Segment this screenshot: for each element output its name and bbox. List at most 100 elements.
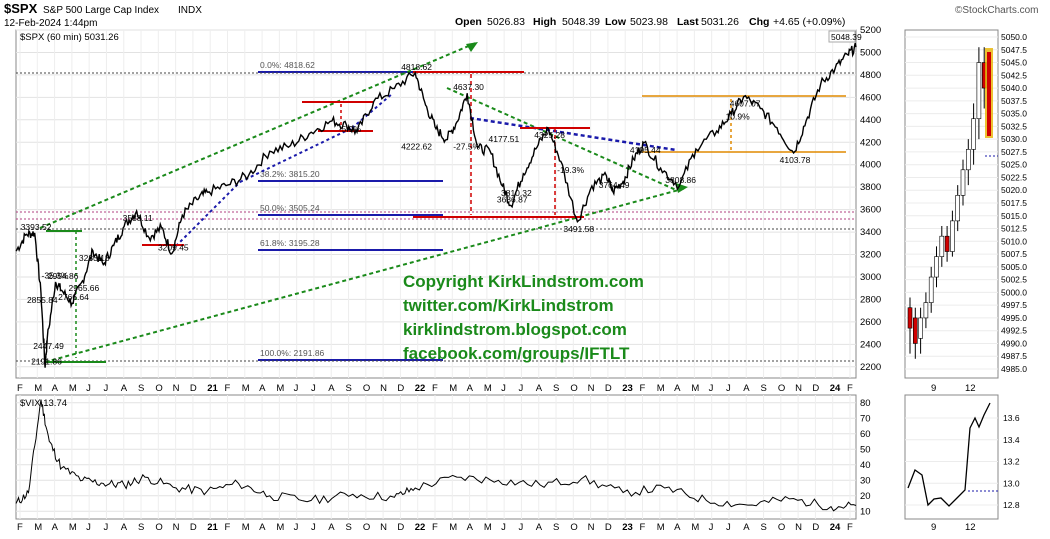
price-annotation: 4818.62 — [401, 62, 432, 72]
vix-y-tick-label: 10 — [860, 506, 871, 517]
vix-x-tick-label: O — [778, 522, 785, 533]
open-value: 5026.83 — [487, 16, 525, 28]
price-annotation: 3233.13 — [79, 253, 110, 263]
vix-x-tick-label: F — [847, 522, 853, 533]
side-y-tick-label: 5010.0 — [1001, 236, 1027, 246]
last-value: 5031.26 — [701, 16, 739, 28]
main-y-tick-label: 3000 — [860, 272, 881, 283]
vix-x-tick-label: S — [553, 522, 559, 533]
side-y-tick-label: 5020.0 — [1001, 185, 1027, 195]
side-candle-body — [918, 317, 923, 339]
side-vix-x-tick-label: 9 — [931, 522, 936, 533]
side-y-tick-label: 5007.5 — [1001, 249, 1027, 259]
side-candle-body — [944, 235, 950, 252]
vix-x-tick-label: M — [276, 522, 284, 533]
vix-x-tick-label: A — [259, 522, 266, 533]
main-x-tick-label: F — [17, 383, 23, 394]
price-annotation: 3764.49 — [599, 180, 630, 190]
main-x-tick-label: M — [657, 383, 665, 394]
vix-panel-frame — [15, 394, 857, 520]
vix-x-tick-label: M — [69, 522, 77, 533]
price-annotation: 3209.45 — [158, 242, 189, 252]
main-x-tick-label: M — [69, 383, 77, 394]
side-candlesticks — [907, 47, 987, 359]
chg-value: +4.65 (+0.09%) — [773, 16, 845, 28]
side-y-tick-label: 5035.0 — [1001, 109, 1027, 119]
main-x-tick-label: O — [363, 383, 370, 394]
main-x-tick-label: J — [86, 383, 91, 394]
side-y-tick-label: 5037.5 — [1001, 96, 1027, 106]
side-y-tick-label: 4985.0 — [1001, 364, 1027, 374]
price-annotation: -5.9% — [339, 124, 362, 134]
main-x-tick-label: J — [726, 383, 731, 394]
side-y-tick-label: 5050.0 — [1001, 32, 1027, 42]
vix-x-tick-label: D — [397, 522, 404, 533]
vix-x-tick-label: M — [449, 522, 457, 533]
upper-trendline — [39, 41, 479, 229]
vix-x-tick-label: A — [52, 522, 59, 533]
vix-x-tick-label: N — [173, 522, 180, 533]
vix-x-tick-label: N — [588, 522, 595, 533]
side-candle-body — [934, 256, 939, 278]
side-y-tick-label: 5002.5 — [1001, 275, 1027, 285]
vix-x-tick-label: F — [225, 522, 231, 533]
low-value: 5023.98 — [630, 16, 668, 28]
side-y-tick-label: 5017.5 — [1001, 198, 1027, 208]
side-last-candle — [987, 52, 991, 136]
price-annotation: 2965.66 — [69, 283, 100, 293]
vix-y-tick-label: 50 — [860, 444, 871, 455]
main-y-tick-label: 3400 — [860, 227, 881, 238]
main-x-tick-label: M — [449, 383, 457, 394]
x-axis-labels: FFMMAAMMJJJJAASSOONNDD2121FFMMAAMMJJJJAA… — [17, 383, 976, 533]
price-annotation: 3588.11 — [123, 213, 153, 223]
price-annotation: 3810.32 — [501, 188, 532, 198]
main-y-tick-label: 2400 — [860, 339, 881, 350]
vix-x-tick-label: D — [812, 522, 819, 533]
price-annotation: 4325.28 — [534, 130, 565, 140]
price-annotation: 4222.62 — [401, 142, 432, 152]
price-annotation: 2191.86 — [31, 357, 62, 367]
side-x-tick-label: 12 — [965, 383, 976, 394]
main-x-tick-label: J — [709, 383, 714, 394]
main-x-tick-label: M — [242, 383, 250, 394]
price-annotation: 4637.30 — [453, 82, 484, 92]
side-candle-body — [907, 307, 913, 329]
price-annotation: -27.5% — [453, 141, 480, 151]
main-x-tick-label: 22 — [415, 383, 426, 394]
vix-x-tick-label: J — [294, 522, 299, 533]
vix-x-tick-label: J — [518, 522, 523, 533]
main-x-tick-label: M — [484, 383, 492, 394]
main-y-tick-label: 2600 — [860, 317, 881, 328]
main-x-tick-label: F — [432, 383, 438, 394]
main-y-tick-label: 5200 — [860, 25, 881, 36]
vix-x-tick-label: J — [311, 522, 316, 533]
side-vix-line — [907, 402, 991, 507]
main-x-tick-label: F — [640, 383, 646, 394]
main-x-tick-label: M — [34, 383, 42, 394]
main-x-tick-label: D — [812, 383, 819, 394]
main-y-tick-label: 3200 — [860, 250, 881, 261]
main-y-tick-label: 5000 — [860, 47, 881, 58]
vix-y-tick-label: 20 — [860, 491, 871, 502]
vix-x-tick-label: A — [743, 522, 750, 533]
main-x-tick-label: 21 — [207, 383, 218, 394]
main-x-tick-label: J — [518, 383, 523, 394]
side-candle-body — [971, 118, 976, 150]
side-y-tick-label: 4997.5 — [1001, 300, 1027, 310]
main-y-tick-label: 3600 — [860, 205, 881, 216]
side-vix-y-tick-label: 13.2 — [1003, 457, 1020, 467]
copyright-line-3: kirklindstrom.blogspot.com — [403, 320, 627, 339]
side-y-tick-label: 4990.0 — [1001, 338, 1027, 348]
side-vix-y-tick-label: 13.0 — [1003, 478, 1020, 488]
main-x-tick-label: 24 — [830, 383, 841, 394]
price-annotation: 2855.84 — [27, 295, 58, 305]
main-x-tick-label: J — [501, 383, 506, 394]
main-x-tick-label: J — [311, 383, 316, 394]
main-x-tick-label: A — [536, 383, 543, 394]
price-annotation: 3808.86 — [665, 175, 696, 185]
side-y-tick-label: 5047.5 — [1001, 45, 1027, 55]
price-annotation: 4607.07 — [730, 99, 761, 109]
price-annotation: 4103.78 — [780, 155, 811, 165]
side-y-tick-label: 5025.0 — [1001, 160, 1027, 170]
